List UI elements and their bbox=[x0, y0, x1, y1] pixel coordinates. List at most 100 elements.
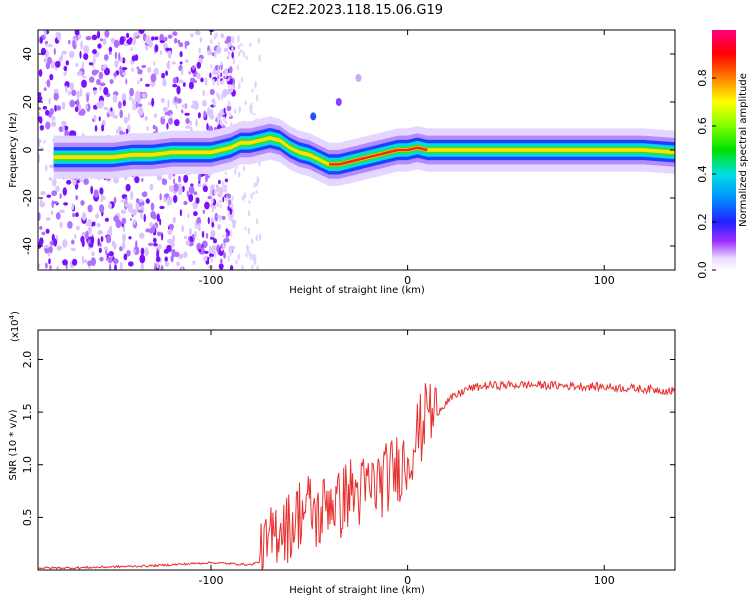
noise-speckle bbox=[155, 255, 161, 263]
noise-speckle bbox=[207, 195, 212, 200]
noise-speckle bbox=[96, 30, 101, 39]
noise-speckle bbox=[96, 78, 101, 86]
noise-speckle bbox=[193, 211, 198, 217]
noise-speckle bbox=[49, 240, 55, 246]
noise-speckle bbox=[53, 48, 56, 55]
noise-speckle bbox=[236, 64, 239, 71]
noise-speckle bbox=[101, 124, 105, 132]
noise-speckle bbox=[230, 36, 234, 41]
noise-speckle bbox=[200, 77, 204, 83]
noise-speckle bbox=[62, 239, 68, 248]
noise-speckle bbox=[251, 238, 254, 244]
noise-speckle bbox=[60, 120, 67, 126]
noise-speckle bbox=[113, 196, 117, 204]
noise-speckle bbox=[46, 79, 51, 88]
noise-speckle bbox=[48, 177, 52, 181]
noise-speckle bbox=[103, 54, 109, 61]
noise-speckle bbox=[197, 182, 202, 187]
noise-speckle bbox=[176, 85, 181, 95]
noise-speckle bbox=[55, 60, 61, 68]
noise-speckle bbox=[137, 103, 143, 107]
noise-speckle bbox=[160, 98, 165, 103]
noise-speckle bbox=[67, 221, 73, 229]
noise-speckle bbox=[50, 60, 55, 69]
noise-speckle bbox=[215, 69, 218, 75]
noise-speckle bbox=[206, 123, 209, 131]
noise-speckle bbox=[172, 31, 178, 36]
noise-speckle bbox=[125, 183, 131, 192]
noise-speckle bbox=[174, 251, 180, 257]
noise-speckle bbox=[156, 213, 160, 222]
noise-speckle bbox=[240, 43, 243, 47]
noise-speckle bbox=[245, 252, 248, 258]
noise-speckle bbox=[165, 70, 169, 76]
noise-speckle bbox=[224, 171, 227, 175]
noise-speckle bbox=[90, 257, 97, 266]
noise-speckle bbox=[99, 82, 106, 87]
colorbar-tick-label: 0.6 bbox=[696, 117, 709, 135]
noise-speckle bbox=[212, 69, 215, 76]
noise-speckle bbox=[160, 265, 164, 270]
noise-speckle bbox=[184, 43, 187, 50]
noise-speckle bbox=[89, 242, 94, 248]
x-tick-label: 0 bbox=[404, 274, 411, 287]
noise-speckle bbox=[38, 95, 43, 102]
spectrogram-x-ticks: -100 0 100 bbox=[199, 30, 615, 287]
noise-speckle bbox=[179, 209, 182, 217]
noise-speckle bbox=[72, 40, 76, 49]
noise-speckle bbox=[143, 213, 146, 223]
noise-speckle bbox=[102, 38, 107, 45]
noise-speckle bbox=[135, 240, 138, 250]
noise-speckle bbox=[172, 77, 178, 84]
noise-speckle bbox=[90, 185, 94, 195]
noise-speckle bbox=[123, 43, 129, 47]
noise-speckle bbox=[188, 186, 195, 194]
noise-speckle bbox=[74, 233, 77, 240]
noise-speckle bbox=[251, 264, 254, 270]
noise-speckle bbox=[65, 85, 68, 93]
noise-speckle bbox=[162, 78, 167, 87]
noise-speckle bbox=[121, 209, 125, 214]
spectrogram-field bbox=[38, 30, 675, 270]
noise-speckle bbox=[108, 51, 112, 55]
noise-speckle bbox=[92, 49, 97, 55]
noise-speckle bbox=[147, 242, 154, 247]
noise-speckle bbox=[80, 235, 85, 244]
noise-speckle bbox=[253, 257, 256, 266]
noise-speckle bbox=[153, 242, 158, 247]
noise-speckle bbox=[225, 196, 229, 204]
noise-speckle bbox=[159, 193, 162, 201]
noise-speckle bbox=[117, 101, 122, 109]
noise-speckle bbox=[82, 75, 86, 79]
noise-speckle bbox=[100, 197, 104, 202]
noise-speckle bbox=[119, 109, 123, 119]
noise-speckle bbox=[196, 61, 202, 69]
noise-speckle bbox=[87, 226, 92, 234]
noise-speckle bbox=[159, 50, 162, 55]
noise-speckle bbox=[140, 77, 143, 82]
noise-speckle bbox=[167, 99, 170, 108]
noise-speckle bbox=[166, 62, 171, 69]
noise-speckle bbox=[225, 89, 232, 95]
noise-speckle bbox=[218, 71, 221, 78]
noise-speckle bbox=[99, 38, 104, 42]
noise-speckle bbox=[183, 200, 188, 206]
noise-speckle bbox=[62, 187, 67, 196]
noise-speckle bbox=[188, 81, 194, 90]
noise-speckle bbox=[50, 210, 54, 216]
noise-speckle bbox=[149, 221, 153, 228]
snr-x-label: Height of straight line (km) bbox=[289, 585, 425, 596]
noise-speckle bbox=[38, 107, 42, 111]
noise-speckle bbox=[49, 265, 52, 270]
noise-speckle bbox=[56, 245, 62, 251]
noise-speckle bbox=[150, 202, 155, 211]
noise-speckle bbox=[211, 230, 215, 238]
noise-speckle bbox=[159, 257, 162, 263]
noise-speckle bbox=[226, 56, 230, 60]
noise-speckle bbox=[45, 62, 51, 70]
noise-speckle bbox=[216, 46, 222, 54]
noise-speckle bbox=[127, 112, 130, 122]
noise-speckle bbox=[91, 34, 98, 41]
noise-speckle bbox=[98, 71, 104, 80]
noise-speckle bbox=[76, 70, 83, 76]
